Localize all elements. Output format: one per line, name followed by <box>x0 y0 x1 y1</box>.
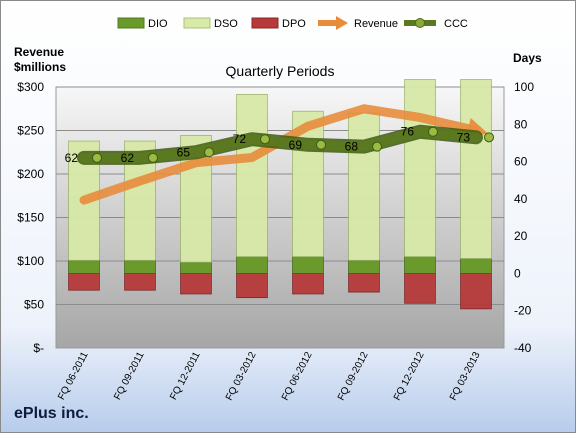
legend-label-dpo: DPO <box>282 18 306 30</box>
left-axis-title-line2: $millions <box>14 60 66 74</box>
bar-dio <box>236 256 268 274</box>
legend-swatch-revenue <box>318 16 348 30</box>
chart-title: Quarterly Periods <box>226 63 335 79</box>
ccc-data-label: 68 <box>345 140 359 154</box>
ccc-marker <box>316 139 326 150</box>
bar-dso <box>348 112 380 261</box>
left-tick-label: $- <box>33 341 44 355</box>
ccc-marker <box>428 126 438 137</box>
left-tick-label: $150 <box>17 211 44 225</box>
left-axis: $- $50 $100 $150 $200 $250 $300 <box>17 80 44 355</box>
bar-dso <box>236 94 268 258</box>
bar-dio <box>460 258 492 274</box>
ccc-data-label: 72 <box>233 132 247 146</box>
left-tick-label: $100 <box>17 254 44 268</box>
legend-swatch-dso <box>183 17 211 29</box>
bar-dpo <box>348 273 380 293</box>
right-tick-label: 20 <box>514 229 528 243</box>
bar-dio <box>180 261 212 274</box>
ccc-marker <box>372 141 382 152</box>
legend-swatch-dio <box>117 17 145 29</box>
right-tick-label: 40 <box>514 192 528 206</box>
bar-dpo <box>460 273 492 310</box>
bar-dso <box>460 79 492 259</box>
legend-label-revenue: Revenue <box>354 18 398 30</box>
right-tick-label: 80 <box>514 117 528 131</box>
bar-series <box>68 79 492 310</box>
right-tick-label: 0 <box>514 266 521 280</box>
ccc-data-label: 69 <box>289 138 303 152</box>
ccc-data-label: 76 <box>401 125 415 139</box>
bar-dpo <box>292 273 324 295</box>
left-axis-title-line1: Revenue <box>14 45 64 59</box>
bar-dpo <box>180 273 212 295</box>
right-tick-label: 100 <box>514 80 534 94</box>
bar-dpo <box>68 273 100 291</box>
bar-dpo <box>404 273 436 304</box>
bar-dio <box>68 259 100 274</box>
bar-dio <box>404 256 436 274</box>
left-tick-label: $200 <box>17 167 44 181</box>
ccc-marker <box>92 152 102 163</box>
left-tick-label: $250 <box>17 124 44 138</box>
bar-dio <box>124 259 156 274</box>
company-name: ePlus inc. <box>14 405 89 422</box>
left-tick-label: $300 <box>17 80 44 94</box>
ccc-series: 62 62 65 72 69 68 76 73 <box>65 124 494 165</box>
bar-dio <box>292 256 324 274</box>
legend-label-ccc: CCC <box>444 18 468 30</box>
ccc-data-label: 62 <box>65 151 79 165</box>
ccc-marker <box>204 147 214 158</box>
ccc-data-label: 65 <box>177 145 191 159</box>
right-tick-label: -40 <box>514 341 532 355</box>
ccc-marker <box>148 152 158 163</box>
legend: DIO DSO DPO Revenue CCC <box>117 16 468 30</box>
ccc-marker <box>260 134 270 145</box>
ccc-data-label: 73 <box>457 130 471 144</box>
bar-dso <box>404 79 436 258</box>
right-tick-label: 60 <box>514 155 528 169</box>
legend-swatch-dpo <box>251 17 279 29</box>
right-tick-label: -20 <box>514 304 532 318</box>
right-axis-title: Days <box>513 51 542 65</box>
legend-swatch-ccc <box>404 18 436 28</box>
left-tick-label: $50 <box>24 298 44 312</box>
bar-dpo <box>236 273 268 299</box>
ccc-data-label: 62 <box>121 151 135 165</box>
right-axis: -40 -20 0 20 40 60 80 100 <box>514 80 534 355</box>
bar-dpo <box>124 273 156 291</box>
ccc-marker <box>484 132 494 143</box>
legend-label-dso: DSO <box>214 18 238 30</box>
bar-dio <box>348 259 380 274</box>
legend-label-dio: DIO <box>148 18 168 30</box>
